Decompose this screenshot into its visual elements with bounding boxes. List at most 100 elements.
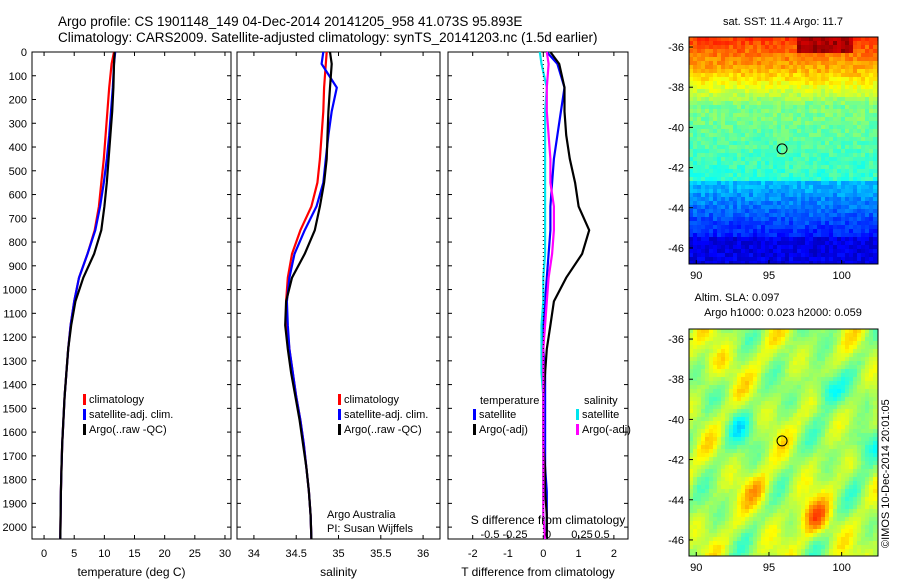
sla-map-cell: [773, 409, 778, 414]
sst-map-cell: [701, 125, 706, 130]
sst-map-cell: [713, 145, 718, 150]
sst-map-cell: [849, 233, 854, 238]
sst-map-cell: [833, 189, 838, 194]
sla-map-cell: [853, 497, 858, 502]
sst-map-cell: [761, 169, 766, 174]
sla-map-cell: [849, 361, 854, 366]
sla-map-cell: [797, 333, 802, 338]
sst-map-cell: [845, 141, 850, 146]
sst-map-cell: [741, 145, 746, 150]
sla-map-cell: [789, 397, 794, 402]
sst-map-cell: [717, 93, 722, 98]
sst-map-cell: [773, 169, 778, 174]
sla-map-cell: [705, 501, 710, 506]
sst-map-cell: [873, 161, 878, 166]
sst-map-cell: [853, 229, 858, 234]
sla-map-cell: [801, 357, 806, 362]
sla-map-cell: [813, 413, 818, 418]
sst-map-cell: [821, 237, 826, 242]
sst-map-cell: [837, 117, 842, 122]
sla-map-cell: [833, 481, 838, 486]
sla-map-cell: [777, 373, 782, 378]
sst-map-cell: [765, 145, 770, 150]
sst-map-cell: [817, 117, 822, 122]
sst-map-cell: [829, 137, 834, 142]
sst-map-cell: [725, 193, 730, 198]
sla-map-cell: [801, 345, 806, 350]
sla-map-cell: [789, 485, 794, 490]
sst-map-cell: [833, 129, 838, 134]
sst-map-cell: [853, 201, 858, 206]
sst-map-cell: [873, 245, 878, 250]
sst-map-cell: [777, 217, 782, 222]
sla-map-cell: [733, 333, 738, 338]
sst-map-cell: [689, 193, 694, 198]
sla-map-cell: [865, 433, 870, 438]
sst-map-cell: [861, 61, 866, 66]
sla-map-cell: [829, 437, 834, 442]
sst-map-cell: [817, 137, 822, 142]
sla-map-cell: [773, 349, 778, 354]
sst-map-cell: [761, 233, 766, 238]
sla-map-cell: [713, 449, 718, 454]
sst-map-cell: [737, 121, 742, 126]
sla-map-cell: [837, 345, 842, 350]
sst-map-cell: [697, 105, 702, 110]
sla-map-cell: [693, 417, 698, 422]
sst-map-cell: [801, 121, 806, 126]
sst-map-cell: [873, 45, 878, 50]
sst-map-cell: [793, 97, 798, 102]
sst-map-cell: [809, 237, 814, 242]
sla-map-cell: [825, 409, 830, 414]
sla-map-cell: [717, 389, 722, 394]
sst-map-cell: [829, 233, 834, 238]
sst-map-cell: [717, 181, 722, 186]
sst-map-cell: [813, 81, 818, 86]
sst-map-cell: [809, 61, 814, 66]
sst-map-cell: [693, 257, 698, 262]
sst-map-cell: [773, 157, 778, 162]
sst-map-cell: [873, 89, 878, 94]
sst-map-cell: [757, 221, 762, 226]
sla-map-cell: [849, 401, 854, 406]
sst-map-cell: [709, 113, 714, 118]
sla-map-cell: [845, 373, 850, 378]
sst-map-cell: [761, 117, 766, 122]
sla-map-cell: [789, 373, 794, 378]
sla-map-cell: [829, 361, 834, 366]
sla-map-cell: [725, 393, 730, 398]
sla-map-cell: [737, 433, 742, 438]
sst-map-cell: [721, 213, 726, 218]
sst-map-cell: [829, 141, 834, 146]
sst-map-cell: [857, 257, 862, 262]
sst-map-cell: [733, 241, 738, 246]
sla-map-cell: [753, 457, 758, 462]
sst-map-cell: [713, 49, 718, 54]
sst-map-cell: [705, 261, 710, 264]
sst-map-cell: [733, 201, 738, 206]
sla-map-cell: [757, 421, 762, 426]
sst-map-cell: [725, 201, 730, 206]
sst-map-cell: [785, 261, 790, 264]
sla-map-cell: [713, 369, 718, 374]
sst-map-cell: [821, 157, 826, 162]
sla-map-cell: [741, 473, 746, 478]
sst-map-cell: [769, 213, 774, 218]
sst-map-cell: [721, 225, 726, 230]
sst-map-cell: [693, 213, 698, 218]
sst-map-cell: [777, 257, 782, 262]
sla-map-cell: [817, 421, 822, 426]
sla-map-cell: [705, 393, 710, 398]
sla-map-cell: [797, 353, 802, 358]
sla-map-cell: [729, 329, 734, 334]
sla-map-cell: [809, 361, 814, 366]
sla-map-cell: [805, 369, 810, 374]
sla-map-cell: [785, 393, 790, 398]
sst-map-cell: [813, 57, 818, 62]
sla-map-cell: [741, 341, 746, 346]
sst-map-cell: [721, 49, 726, 54]
sst-map-cell: [721, 81, 726, 86]
sst-map-cell: [765, 213, 770, 218]
sla-map-cell: [793, 449, 798, 454]
sla-map-cell: [809, 341, 814, 346]
